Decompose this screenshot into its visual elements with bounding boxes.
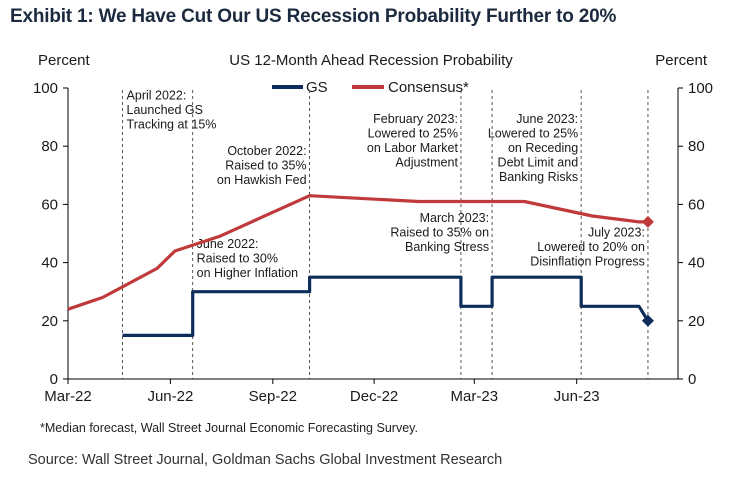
annotation-text: June 2022: Raised to 30% on Higher Inflati…	[197, 237, 299, 280]
source-note: Source: Wall Street Journal, Goldman Sac…	[28, 452, 503, 468]
annotation-line-text: Lowered to 20% on	[537, 240, 645, 254]
y-tick-label-right: 0	[688, 371, 696, 388]
annotation-text: February 2023: Lowered to 25% on Labor Mar…	[367, 112, 459, 170]
series-end-marker-gs	[641, 314, 654, 327]
y-tick-label-left: 20	[41, 313, 58, 330]
annotation-line-text: Lowered to 25%	[488, 126, 578, 140]
recession-probability-chart: Percent Percent US 12-Month Ahead Recess…	[33, 52, 713, 405]
y-axis-label-right: Percent	[655, 52, 708, 69]
y-tick-label-right: 40	[688, 255, 705, 272]
annotation-line-text: Adjustment	[395, 155, 458, 169]
y-tick-label-right: 100	[688, 80, 713, 97]
exhibit-title: Exhibit 1: We Have Cut Our US Recession …	[10, 6, 617, 27]
x-tick-label: Jun-23	[554, 388, 600, 405]
y-tick-label-left: 40	[41, 255, 58, 272]
x-tick-label: Dec-22	[350, 388, 398, 405]
legend-label-consensus: Consensus*	[388, 79, 469, 96]
annotation-line-text: June 2023:	[516, 112, 578, 126]
series-line-gs	[122, 275, 650, 337]
annotation-text: October 2022: Raised to 35% on Hawkish Fed	[217, 144, 307, 187]
y-tick-label-right: 60	[688, 196, 705, 213]
annotation-line-text: on Labor Market	[367, 141, 459, 155]
x-tick-label: Sep-22	[249, 388, 297, 405]
annotation-line-text: on Higher Inflation	[197, 266, 299, 280]
annotation-line-text: October 2022:	[227, 144, 306, 158]
y-tick-label-right: 20	[688, 313, 705, 330]
annotation-line-text: Launched GS	[127, 103, 203, 117]
y-tick-label-left: 60	[41, 196, 58, 213]
chart-footnote: *Median forecast, Wall Street Journal Ec…	[40, 421, 418, 435]
series-line-consensus	[67, 194, 648, 311]
legend: GS Consensus*	[272, 79, 469, 96]
annotation-text: June 2023: Lowered to 25% on Receding Debt …	[488, 112, 578, 184]
annotation-text: March 2023: Raised to 35% on Banking Stres…	[390, 211, 489, 254]
annotation-line-text: Raised to 35%	[225, 158, 306, 172]
x-tick-label: Mar-22	[44, 388, 92, 405]
y-tick-label-right: 80	[688, 138, 705, 155]
annotation-line-text: March 2023:	[420, 211, 489, 225]
annotation-line-text: on Hawkish Fed	[217, 173, 307, 187]
annotation-line-text: June 2022:	[197, 237, 259, 251]
axis-layer: 0 0 20 20 40 40 60 60 80 80 100 100 Mar-22 Jun-22 Sep-…	[33, 80, 713, 405]
annotation-line-text: Banking Risks	[499, 170, 578, 184]
annotation-line-text: Banking Stress	[405, 240, 489, 254]
annotation-line-text: Raised to 35% on	[390, 225, 489, 239]
y-tick-label-left: 0	[50, 371, 58, 388]
annotation-text: July 2023: Lowered to 20% on Disinflation …	[530, 225, 645, 268]
annotation-layer: April 2022: Launched GS Tracking at 15% Jun…	[122, 89, 649, 379]
annotation-text: April 2022: Launched GS Tracking at 15%	[127, 89, 217, 132]
annotation-line-text: February 2023:	[373, 112, 458, 126]
annotation-line-text: Raised to 30%	[197, 252, 278, 266]
series-layer	[67, 194, 654, 337]
annotation-line-text: Disinflation Progress	[530, 254, 645, 268]
x-tick-label: Mar-23	[451, 388, 499, 405]
annotation-line-text: Lowered to 25%	[368, 126, 458, 140]
annotation-line-text: Debt Limit and	[498, 155, 579, 169]
annotation-line-text: April 2022:	[127, 89, 187, 103]
y-axis-label-left: Percent	[38, 52, 91, 69]
series-end-marker-consensus	[641, 215, 654, 228]
annotation-line-text: on Receding	[508, 141, 578, 155]
chart-title: US 12-Month Ahead Recession Probability	[229, 52, 513, 69]
legend-label-gs: GS	[306, 79, 328, 96]
x-tick-label: Jun-22	[147, 388, 193, 405]
y-tick-label-left: 80	[41, 138, 58, 155]
annotation-line-text: Tracking at 15%	[127, 118, 217, 132]
annotation-line-text: July 2023:	[588, 225, 645, 239]
y-tick-label-left: 100	[33, 80, 58, 97]
